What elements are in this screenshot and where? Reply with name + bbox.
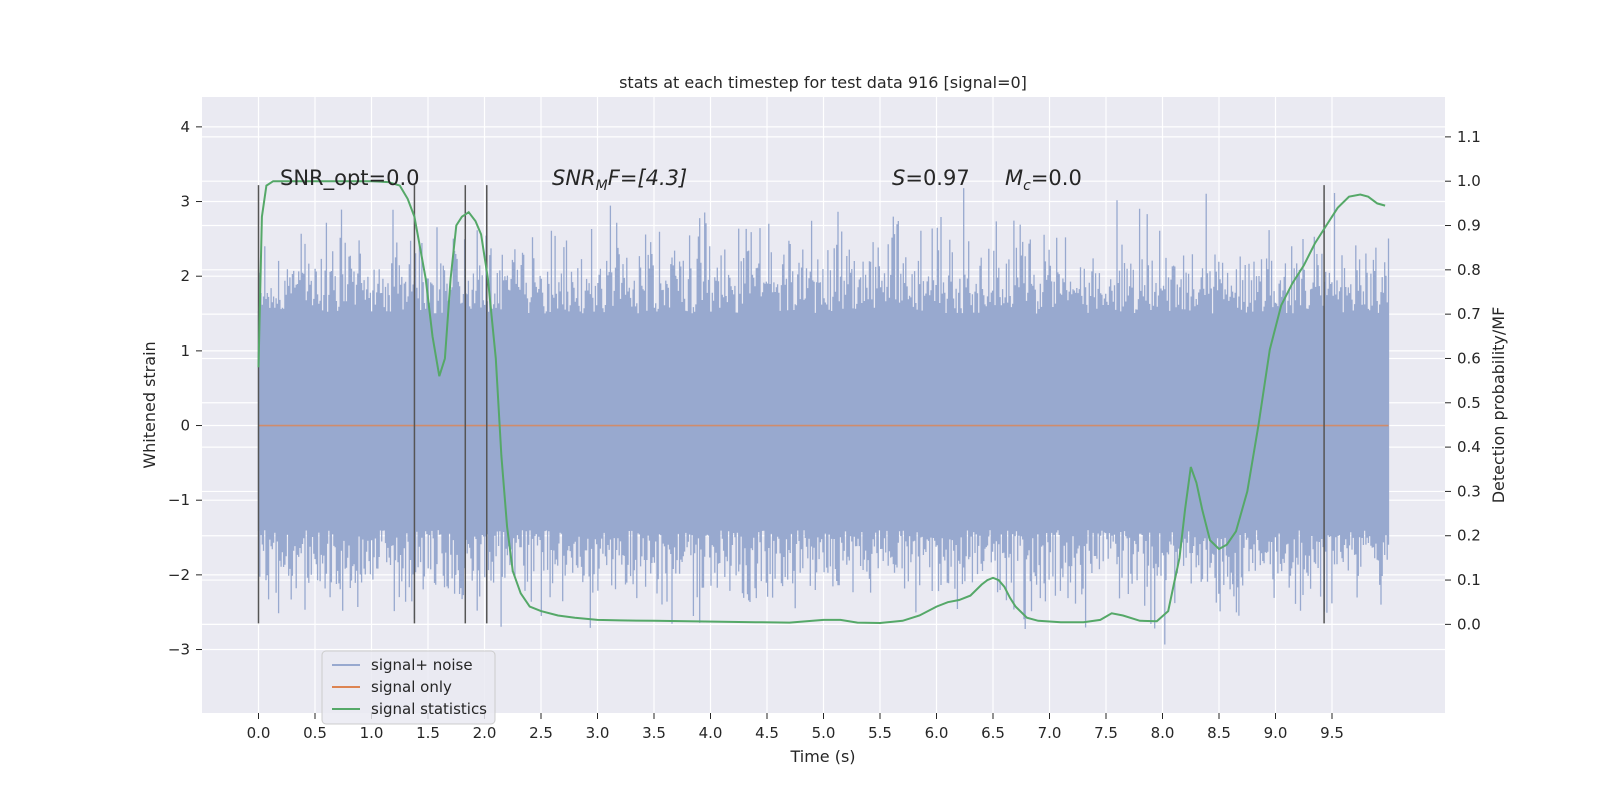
y-axis-right: 0.0 0.1 0.2 0.3 0.4 0.5 0.6 0.7 0.8 0.9 1.0 1.1 <box>1445 128 1481 633</box>
y2-tick-label: 0.0 <box>1457 615 1481 633</box>
noise-trace <box>257 188 1390 645</box>
y-tick-label: 0 <box>180 417 190 435</box>
x-tick-label: 1.0 <box>360 724 384 742</box>
x-tick-label: 1.5 <box>416 724 440 742</box>
x-tick-label: 0.5 <box>303 724 327 742</box>
x-tick-label: 3.5 <box>642 724 666 742</box>
y2-tick-label: 1.0 <box>1457 172 1481 190</box>
y-tick-label: −3 <box>168 641 190 659</box>
y-tick-label: 3 <box>180 193 190 211</box>
legend-label-statistics: signal statistics <box>371 700 487 718</box>
y-tick-label: 4 <box>180 118 190 136</box>
chart-title: stats at each timestep for test data 916… <box>619 73 1027 92</box>
y-axis-label: Whitened strain <box>140 341 159 468</box>
x-tick-label: 8.0 <box>1151 724 1175 742</box>
x-tick-label: 6.0 <box>925 724 949 742</box>
y2-tick-label: 0.4 <box>1457 438 1481 456</box>
mc-label: M <box>1005 166 1023 190</box>
y2-tick-label: 0.5 <box>1457 394 1481 412</box>
legend-label-signal-only: signal only <box>371 678 452 696</box>
legend: signal+ noise signal only signal statist… <box>321 650 496 725</box>
x-tick-label: 3.0 <box>586 724 610 742</box>
x-tick-label: 5.0 <box>812 724 836 742</box>
snr-mf-label: SNR <box>552 166 596 190</box>
snr-mf-subscript: M <box>596 178 608 194</box>
legend-label-noise: signal+ noise <box>371 656 473 674</box>
y2-tick-label: 0.7 <box>1457 305 1481 323</box>
y2-tick-label: 1.1 <box>1457 128 1481 146</box>
y2-axis-label: Detection probability/MF <box>1489 307 1508 504</box>
x-tick-label: 0.0 <box>247 724 271 742</box>
y-tick-label: −1 <box>168 491 190 509</box>
x-tick-label: 7.5 <box>1094 724 1118 742</box>
x-tick-label: 9.0 <box>1264 724 1288 742</box>
signal-statistics-line <box>257 180 1386 625</box>
mc-subscript: c <box>1023 178 1031 194</box>
y2-tick-label: 0.3 <box>1457 482 1481 500</box>
y2-tick-label: 0.2 <box>1457 527 1481 545</box>
mc-value: =0.0 <box>1031 166 1082 190</box>
y2-tick-label: 0.6 <box>1457 349 1481 367</box>
x-tick-label: 4.0 <box>699 724 723 742</box>
y-tick-label: −2 <box>168 566 190 584</box>
x-tick-label: 2.5 <box>529 724 553 742</box>
s-annotation: S=0.97 <box>892 166 970 190</box>
y-tick-label: 2 <box>180 267 190 285</box>
y2-tick-label: 0.8 <box>1457 261 1481 279</box>
y-tick-label: 1 <box>180 342 190 360</box>
x-axis: 0.0 0.5 1.0 1.5 2.0 2.5 3.0 3.5 4.0 4.5 5.0 5.5 6.0 6… <box>247 713 1344 742</box>
y2-tick-label: 0.9 <box>1457 217 1481 235</box>
event-markers <box>257 185 1325 624</box>
x-axis-label: Time (s) <box>789 747 855 766</box>
y2-tick-label: 0.1 <box>1457 571 1481 589</box>
x-tick-label: 2.0 <box>473 724 497 742</box>
x-tick-label: 4.5 <box>755 724 779 742</box>
legend-box <box>321 650 496 725</box>
x-tick-label: 6.5 <box>981 724 1005 742</box>
x-tick-label: 8.5 <box>1207 724 1231 742</box>
s-label: S <box>892 166 905 190</box>
s-value: =0.97 <box>905 166 969 190</box>
mc-annotation: Mc=0.0 <box>1005 166 1082 194</box>
snr-opt-annotation: SNR_opt=0.0 <box>280 166 420 191</box>
y-axis-left: −3 −2 −1 0 1 2 3 4 <box>168 118 202 659</box>
x-tick-label: 7.0 <box>1038 724 1062 742</box>
x-tick-label: 5.5 <box>868 724 892 742</box>
snr-mf-value: F=[4.3] <box>608 166 687 190</box>
x-tick-label: 9.5 <box>1320 724 1344 742</box>
snr-mf-annotation: SNRMF=[4.3] <box>552 166 687 194</box>
